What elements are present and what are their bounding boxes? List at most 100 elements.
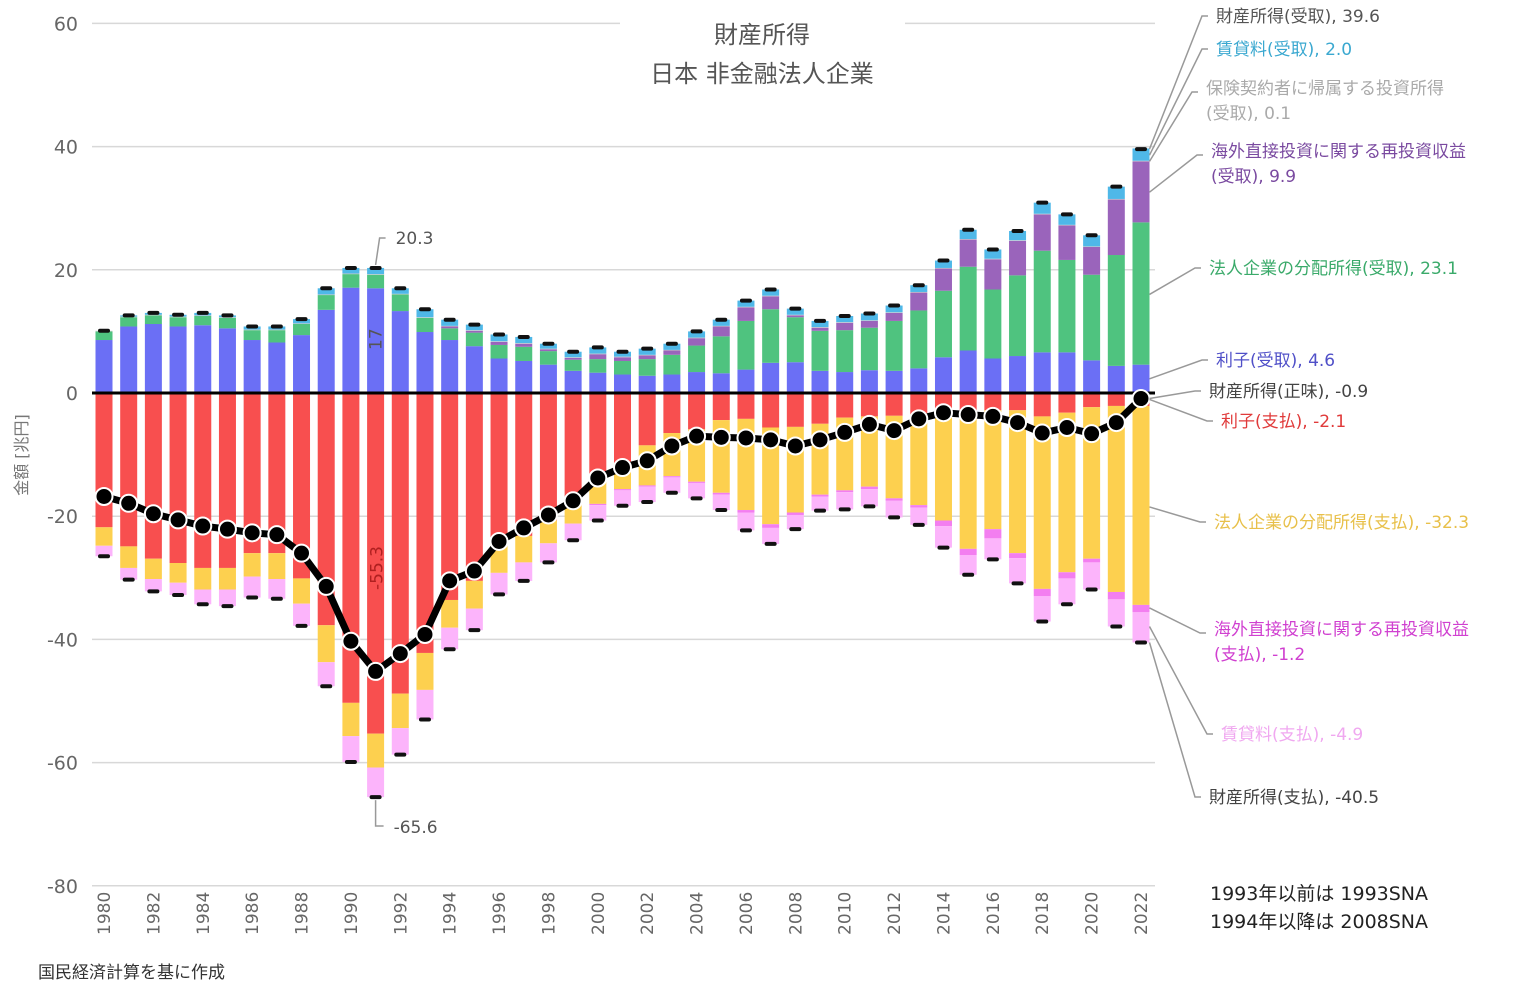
bar-segment <box>1132 148 1150 161</box>
received-total-marker <box>1085 233 1098 238</box>
label-leader <box>1149 267 1201 296</box>
bar-segment <box>737 393 755 419</box>
bar-segment <box>663 477 681 493</box>
net-income-point <box>810 430 830 450</box>
bar-segment <box>1107 186 1125 199</box>
bar-segment <box>663 354 681 375</box>
paid-total-marker <box>394 752 407 757</box>
y-tick-label: -20 <box>47 506 78 528</box>
bar-segment <box>663 349 681 351</box>
net-income-point <box>341 631 361 651</box>
bar-segment <box>243 329 261 331</box>
bar-segment <box>465 330 483 331</box>
x-tick-label: 1994 <box>441 892 461 935</box>
bar-segment <box>786 308 804 315</box>
bar-segment <box>490 393 508 546</box>
net-income-point <box>835 422 855 442</box>
bar-segment <box>934 357 952 393</box>
received-total-marker <box>1011 228 1024 233</box>
series-labels: 財産所得(受取), 39.6 賃貸料(受取), 2.0 保険契約者に帰属する投資所得… <box>1148 7 1469 808</box>
paid-total-marker <box>838 507 851 512</box>
net-income-point <box>1131 389 1151 409</box>
bar-segment <box>934 412 952 521</box>
bar-segment <box>169 326 187 393</box>
paid-total-marker <box>122 577 135 582</box>
received-total-marker <box>122 313 135 318</box>
bar-segment <box>737 512 755 531</box>
bar-segment <box>1058 214 1076 225</box>
net-income-point <box>1032 423 1052 443</box>
bar-segment <box>1083 274 1101 361</box>
paid-total-marker <box>665 490 678 495</box>
bar-segment <box>762 362 780 393</box>
x-tick-label: 2018 <box>1033 892 1053 935</box>
y-tick-label: 60 <box>54 13 78 35</box>
bar-segment <box>885 500 903 518</box>
paid-total-marker <box>344 759 357 764</box>
bar-segment <box>1058 352 1076 393</box>
bar-segment <box>1009 558 1027 584</box>
bar-segment <box>1107 199 1125 256</box>
bar-segment <box>1009 240 1027 276</box>
bar-segment <box>515 343 533 347</box>
series-label: (支払), -1.2 <box>1214 645 1305 665</box>
annotations: 20.3 17 -55.3 -65.6 <box>367 229 438 838</box>
paid-total-marker <box>814 508 827 513</box>
bar-segment <box>860 486 878 490</box>
bar-segment <box>885 393 903 416</box>
label-leader <box>1148 642 1201 798</box>
net-income-point <box>366 661 386 681</box>
bar-segment <box>539 348 557 350</box>
bar-segment <box>293 335 311 393</box>
net-income-point <box>119 493 139 513</box>
bar-segment <box>268 342 286 393</box>
bar-segment <box>243 576 261 598</box>
y-tick-label: 0 <box>66 383 78 405</box>
series-label: 財産所得(正味), -0.9 <box>1209 382 1368 402</box>
bar-segment <box>441 326 459 329</box>
bar-segment <box>1058 224 1076 226</box>
paid-total-marker <box>542 560 555 565</box>
received-total-marker <box>369 265 382 270</box>
paid-total-marker <box>369 795 382 800</box>
bar-segment <box>934 526 952 548</box>
bar-segment <box>1107 405 1125 592</box>
net-income-point <box>1106 413 1126 433</box>
bar-segment <box>934 268 952 291</box>
bar-segment <box>1107 365 1125 393</box>
bar-segment <box>367 393 385 734</box>
bar-segment <box>984 258 1002 260</box>
bar-segment <box>860 320 878 328</box>
net-income-point <box>292 543 312 563</box>
bar-segment <box>786 317 804 363</box>
bar-segment <box>441 627 459 650</box>
bar-segment <box>490 344 508 359</box>
bar-segment <box>786 393 804 427</box>
x-tick-label: 1990 <box>342 892 362 935</box>
bar-segment <box>688 393 706 430</box>
paid-total-marker <box>246 595 259 600</box>
bar-segment <box>1033 588 1051 597</box>
bar-segment <box>243 393 261 554</box>
series-label: 保険契約者に帰属する投資所得 <box>1206 79 1444 99</box>
bar-segment <box>416 393 434 653</box>
received-total-marker <box>1135 147 1147 152</box>
bar-segment <box>416 332 434 393</box>
bar-segment <box>860 320 878 321</box>
bar-segment <box>910 505 928 508</box>
bar-segment <box>786 314 804 316</box>
net-income-point <box>217 519 237 539</box>
bar-segment <box>589 359 607 373</box>
paid-total-marker <box>715 508 728 513</box>
received-total-marker <box>344 265 357 270</box>
bar-segment <box>441 325 459 327</box>
bar-segment <box>515 535 533 563</box>
bar-segment <box>564 351 582 358</box>
net-income-point <box>489 531 509 551</box>
bar-segment <box>539 343 557 349</box>
bar-segment <box>1083 235 1101 247</box>
bar-segment <box>1107 393 1125 406</box>
net-income-point <box>1082 424 1102 444</box>
bar-segment <box>984 358 1002 393</box>
bar-segment <box>836 316 854 323</box>
